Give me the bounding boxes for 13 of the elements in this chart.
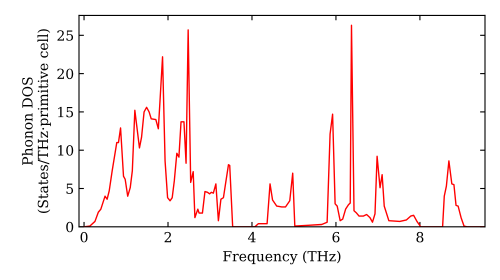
x-tick-label: 8 [416, 232, 424, 242]
y-tick-label: 10 [58, 145, 74, 156]
y-tick-label: 5 [66, 184, 74, 194]
x-axis-title: Frequency (THz) [223, 250, 340, 264]
x-tick-label: 6 [332, 232, 340, 242]
y-tick-label: 15 [58, 106, 74, 118]
y-tick-label: 20 [57, 68, 74, 80]
y-tick-label: 0 [66, 222, 74, 232]
y-tick-label: 25 [57, 30, 74, 41]
x-tick-label: 2 [164, 232, 172, 242]
y-axis-title: Phonon DOS (States/THz·primitive cell) [22, 29, 51, 213]
x-tick-label: 0 [80, 232, 88, 242]
x-tick-label: 4 [248, 232, 256, 242]
